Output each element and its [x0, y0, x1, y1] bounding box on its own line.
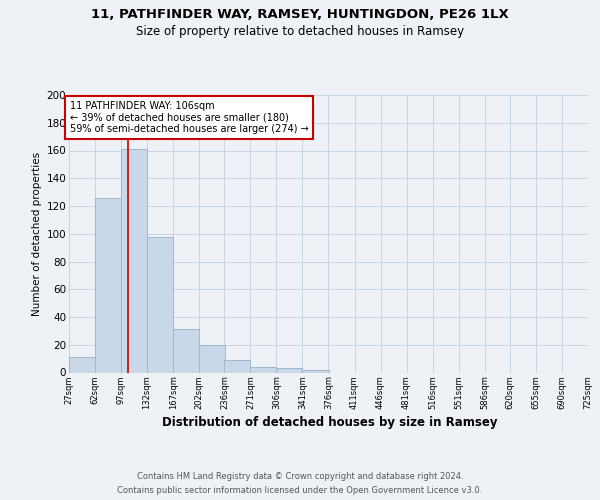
Y-axis label: Number of detached properties: Number of detached properties: [32, 152, 43, 316]
Text: 11, PATHFINDER WAY, RAMSEY, HUNTINGDON, PE26 1LX: 11, PATHFINDER WAY, RAMSEY, HUNTINGDON, …: [91, 8, 509, 20]
Text: Size of property relative to detached houses in Ramsey: Size of property relative to detached ho…: [136, 25, 464, 38]
Text: Contains public sector information licensed under the Open Government Licence v3: Contains public sector information licen…: [118, 486, 482, 495]
Bar: [147, 236, 173, 372]
Bar: [277, 368, 302, 372]
Bar: [224, 360, 250, 372]
Bar: [121, 149, 147, 372]
Text: Distribution of detached houses by size in Ramsey: Distribution of detached houses by size …: [162, 416, 498, 429]
Bar: [95, 198, 121, 372]
Bar: [69, 357, 95, 372]
Bar: [250, 367, 277, 372]
Bar: [199, 345, 225, 372]
Bar: [302, 370, 329, 372]
Text: Contains HM Land Registry data © Crown copyright and database right 2024.: Contains HM Land Registry data © Crown c…: [137, 472, 463, 481]
Text: 11 PATHFINDER WAY: 106sqm
← 39% of detached houses are smaller (180)
59% of semi: 11 PATHFINDER WAY: 106sqm ← 39% of detac…: [70, 100, 308, 134]
Bar: [173, 330, 199, 372]
